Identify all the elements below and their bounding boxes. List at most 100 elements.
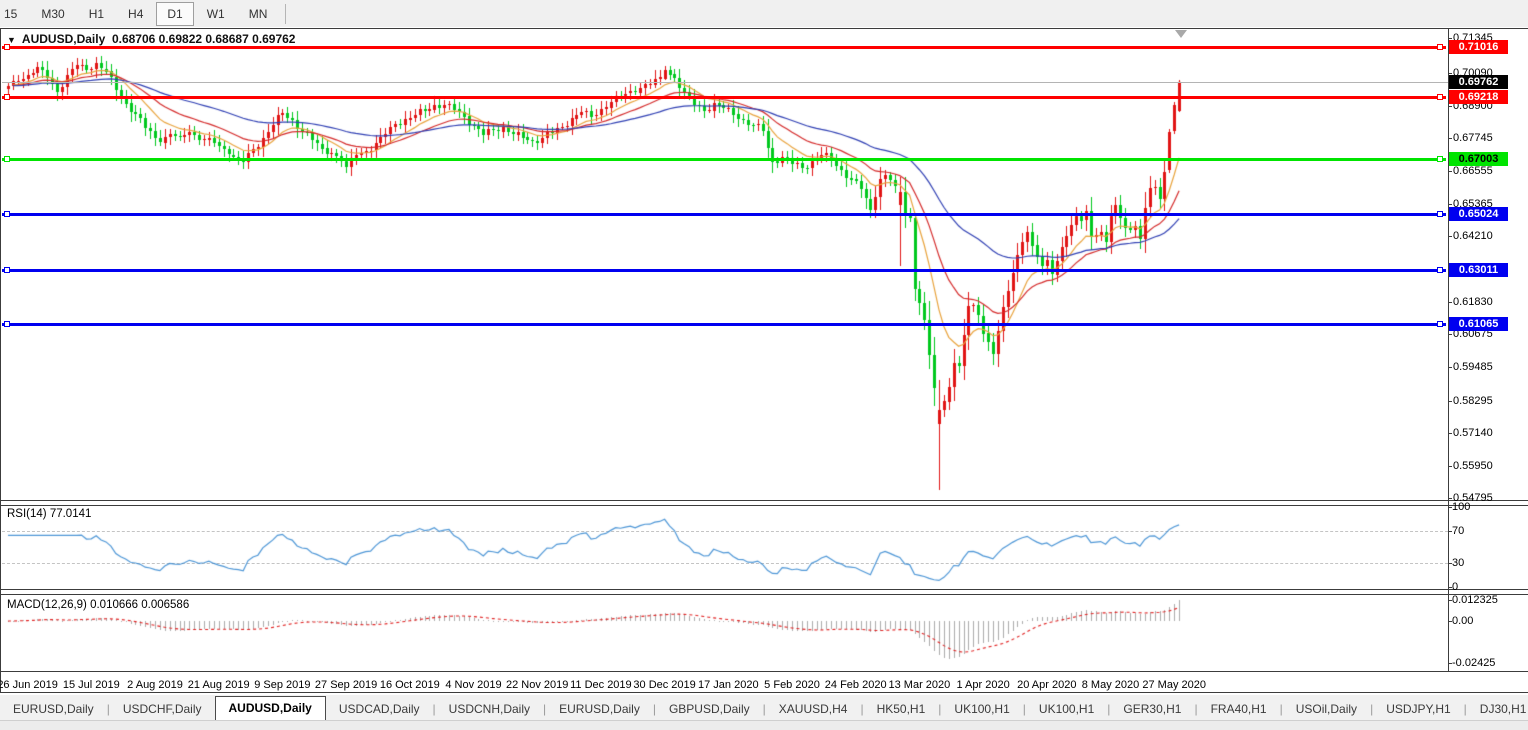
level-line-handle[interactable]: [4, 211, 10, 217]
price-level-badge: 0.63011: [1449, 263, 1508, 277]
price-level-line[interactable]: [2, 46, 1446, 49]
price-axis-tick-mark: [1448, 38, 1452, 39]
pane-border-line[interactable]: [0, 500, 1528, 501]
price-axis-tick-mark: [1448, 236, 1452, 237]
price-level-line[interactable]: [2, 269, 1446, 272]
date-axis-label: 8 May 2020: [1081, 679, 1140, 691]
chart-dropdown-icon[interactable]: ▼: [7, 35, 16, 45]
level-line-handle[interactable]: [4, 44, 10, 50]
rsi-axis-tick-label: 30: [1452, 557, 1465, 569]
chart-ohlc-values: 0.68706 0.69822 0.68687 0.69762: [111, 32, 296, 46]
price-level-line[interactable]: [2, 323, 1446, 326]
rsi-axis-tick-label: 70: [1452, 525, 1465, 537]
pane-border-line: [0, 692, 1528, 693]
price-level-badge: 0.65024: [1449, 207, 1508, 221]
level-line-handle[interactable]: [1437, 321, 1443, 327]
price-level-badge: 0.61065: [1449, 317, 1508, 331]
pane-border-line: [0, 505, 1528, 506]
chart-shift-marker-icon[interactable]: [1175, 30, 1188, 38]
date-axis-label: 9 Sep 2019: [254, 679, 311, 691]
chart-left-border: [0, 28, 1, 693]
level-line-handle[interactable]: [1437, 156, 1443, 162]
price-level-line[interactable]: [2, 96, 1446, 99]
price-axis-tick-mark: [1448, 367, 1452, 368]
price-level-line[interactable]: [2, 213, 1446, 216]
pane-border-line: [0, 28, 1528, 29]
price-level-badge: 0.67003: [1449, 152, 1508, 166]
price-level-badge: 0.69762: [1449, 75, 1508, 89]
date-axis-label: 20 Apr 2020: [1017, 679, 1077, 691]
level-line-handle[interactable]: [4, 94, 10, 100]
level-line-handle[interactable]: [4, 267, 10, 273]
price-axis-line: [1448, 28, 1449, 672]
date-axis-label: 26 Jun 2019: [0, 679, 58, 691]
date-axis-label: 27 Sep 2019: [314, 679, 378, 691]
rsi-indicator-label: RSI(14) 77.0141: [7, 508, 92, 520]
date-axis-label: 2 Aug 2019: [127, 679, 183, 691]
rsi-axis-tick-mark: [1448, 507, 1452, 508]
rsi-axis-tick-label: 0: [1452, 581, 1459, 593]
rsi-axis-tick-mark: [1448, 587, 1452, 588]
macd-axis-tick-mark: [1448, 663, 1452, 664]
date-axis-label: 22 Nov 2019: [505, 679, 569, 691]
price-axis-tick-label: 0.64210: [1453, 230, 1493, 242]
chart-symbol-label: AUDUSD,Daily: [21, 32, 106, 46]
date-axis-label: 4 Nov 2019: [445, 679, 502, 691]
macd-axis-tick-mark: [1448, 621, 1452, 622]
date-axis-label: 21 Aug 2019: [187, 679, 250, 691]
macd-axis-tick-label: 0.00: [1452, 615, 1474, 627]
price-axis-tick-label: 0.55950: [1453, 460, 1493, 472]
price-axis-tick-mark: [1448, 334, 1452, 335]
macd-axis-tick-mark: [1448, 600, 1452, 601]
level-line-handle[interactable]: [4, 321, 10, 327]
pane-border-line: [0, 671, 1528, 672]
rsi-axis-tick-label: 100: [1452, 501, 1471, 513]
date-axis-label: 24 Feb 2020: [824, 679, 887, 691]
price-axis-tick-label: 0.60675: [1453, 328, 1493, 340]
price-axis-tick-mark: [1448, 433, 1452, 434]
price-level-line[interactable]: [2, 158, 1446, 161]
date-axis-label: 27 May 2020: [1142, 679, 1206, 691]
price-axis-tick-mark: [1448, 106, 1452, 107]
price-axis-tick-mark: [1448, 204, 1452, 205]
macd-axis-tick-label: -0.02425: [1452, 657, 1496, 669]
price-level-badge: 0.69218: [1449, 90, 1508, 104]
date-axis-label: 11 Dec 2019: [570, 679, 632, 691]
current-price-line: [2, 82, 1448, 83]
price-axis-tick-mark: [1448, 498, 1452, 499]
price-axis-tick-label: 0.57140: [1453, 427, 1493, 439]
price-axis-tick-label: 0.58295: [1453, 395, 1493, 407]
price-axis-tick-mark: [1448, 138, 1452, 139]
level-line-handle[interactable]: [1437, 44, 1443, 50]
price-axis-tick-label: 0.59485: [1453, 361, 1493, 373]
price-axis-tick-mark: [1448, 302, 1452, 303]
rsi-axis-tick-mark: [1448, 563, 1452, 564]
macd-axis-tick-label: 0.012325: [1452, 594, 1498, 606]
level-line-handle[interactable]: [1437, 94, 1443, 100]
price-axis-tick-label: 0.66555: [1453, 165, 1493, 177]
date-axis-label: 16 Oct 2019: [379, 679, 440, 691]
date-axis-label: 17 Jan 2020: [698, 679, 759, 691]
price-axis-tick-mark: [1448, 466, 1452, 467]
date-axis-label: 1 Apr 2020: [956, 679, 1010, 691]
price-axis-tick-label: 0.61830: [1453, 296, 1493, 308]
level-line-handle[interactable]: [1437, 267, 1443, 273]
price-level-badge: 0.71016: [1449, 40, 1508, 54]
price-axis-tick-mark: [1448, 401, 1452, 402]
date-axis-label: 30 Dec 2019: [633, 679, 696, 691]
date-axis-label: 5 Feb 2020: [764, 679, 820, 691]
rsi-axis-tick-mark: [1448, 531, 1452, 532]
macd-indicator-label: MACD(12,26,9) 0.010666 0.006586: [7, 599, 190, 611]
level-line-handle[interactable]: [1437, 211, 1443, 217]
pane-border-line[interactable]: [0, 589, 1528, 590]
date-axis-label: 13 Mar 2020: [888, 679, 951, 691]
pane-border-line: [0, 594, 1528, 595]
date-axis-label: 15 Jul 2019: [62, 679, 120, 691]
level-line-handle[interactable]: [4, 156, 10, 162]
price-axis-tick-mark: [1448, 171, 1452, 172]
price-axis-tick-label: 0.67745: [1453, 132, 1493, 144]
price-axis-tick-mark: [1448, 73, 1452, 74]
chart-ohlc-title: ▼ AUDUSD,Daily 0.68706 0.69822 0.68687 0.…: [7, 32, 295, 46]
